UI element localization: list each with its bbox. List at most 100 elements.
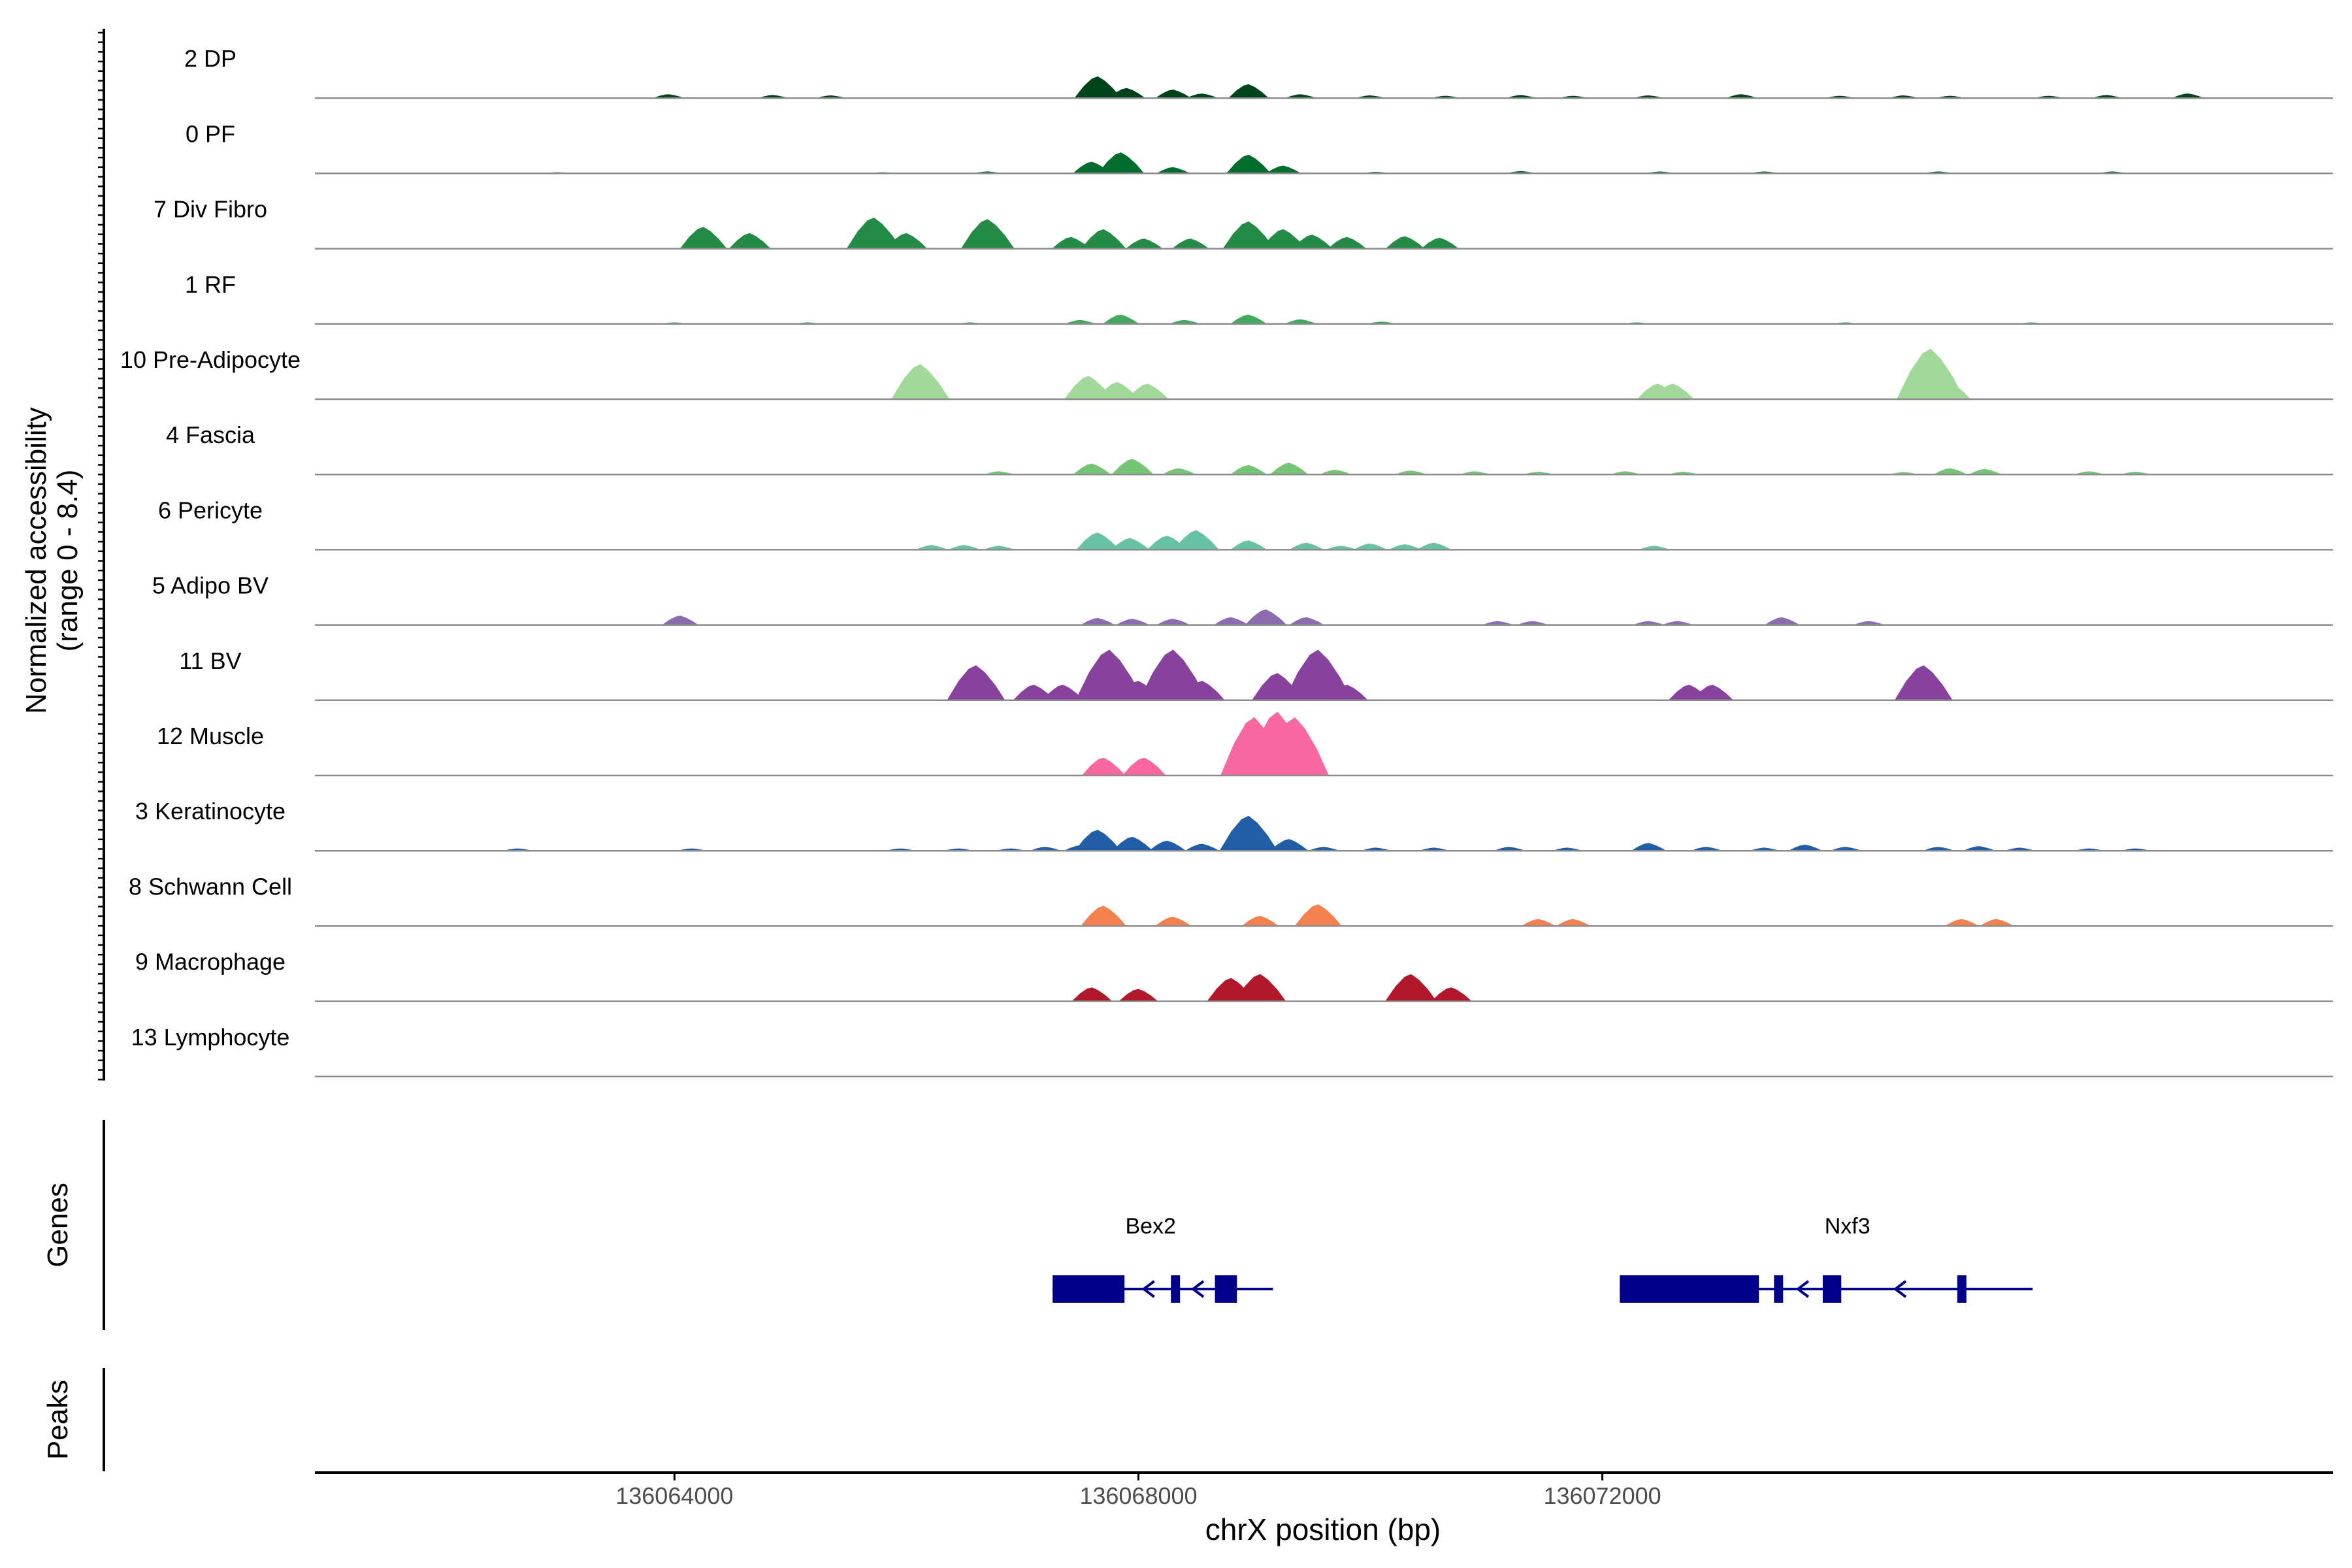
- coverage-peak: [1690, 847, 1723, 851]
- coverage-peak: [1076, 532, 1120, 550]
- track-4-fascia: 4 Fascia: [166, 421, 2333, 476]
- coverage-peak: [1098, 152, 1145, 174]
- coverage-peak: [1979, 919, 2014, 926]
- gene-nxf3: Nxf3: [1620, 1214, 2033, 1303]
- track-label: 12 Muscle: [157, 723, 264, 749]
- gene-bex2: Bex2: [1053, 1214, 1273, 1303]
- track-13-lymphocyte: 13 Lymphocyte: [131, 1024, 2333, 1078]
- coverage-peak: [1294, 904, 1342, 926]
- coverage-peak: [1156, 167, 1190, 174]
- gene-exon: [1822, 1275, 1842, 1303]
- gene-exon: [1215, 1275, 1237, 1303]
- track-6-pericyte: 6 Pericyte: [158, 497, 2333, 551]
- coverage-peak: [1139, 649, 1207, 700]
- coverage-peak: [1213, 617, 1249, 625]
- coverage-peak: [1395, 470, 1428, 475]
- coverage-peak: [1927, 382, 1971, 399]
- coverage-peak: [1052, 237, 1090, 249]
- track-label: 6 Pericyte: [158, 497, 263, 523]
- coverage-peak: [1963, 846, 1996, 851]
- gene-exon: [1774, 1275, 1784, 1303]
- coverage-peak: [1319, 470, 1352, 475]
- coverage-peak: [1556, 919, 1591, 926]
- coverage-peak: [1829, 847, 1862, 851]
- coverage-peak: [1944, 919, 1980, 926]
- coverage-peak: [1162, 468, 1196, 475]
- coverage-peak: [1691, 685, 1734, 700]
- accessibility-tracks: 2 DP 0 PF 7 Div Fibro 1 RF 10 Pre-Adipocyte 4…: [120, 45, 2333, 1078]
- x-tick-label: 136072000: [1543, 1482, 1661, 1509]
- coverage-peak: [1173, 530, 1219, 550]
- coverage-peak: [1080, 617, 1115, 625]
- coverage-peak: [1119, 988, 1158, 1002]
- coverage-peak: [1126, 384, 1169, 399]
- gene-label: Nxf3: [1825, 1214, 1870, 1239]
- coverage-peak: [1260, 229, 1306, 249]
- coverage-peak: [1155, 90, 1192, 99]
- coverage-peak: [1154, 917, 1192, 926]
- track-label: 3 Keratinocyte: [135, 798, 286, 825]
- coverage-peak: [1222, 221, 1275, 249]
- gene-exon: [1171, 1275, 1181, 1303]
- coverage-peak: [1075, 649, 1144, 700]
- coverage-peak: [1179, 681, 1225, 700]
- coverage-peak: [1328, 237, 1367, 249]
- coverage-peak: [1292, 235, 1333, 249]
- coverage-peak: [653, 94, 685, 99]
- coverage-peak: [1241, 915, 1279, 926]
- coverage-peak: [1108, 88, 1146, 99]
- track-11-bv: 11 BV: [179, 647, 2333, 702]
- coverage-peak: [885, 233, 928, 249]
- track-10-pre-adipocyte: 10 Pre-Adipocyte: [120, 346, 2333, 400]
- coverage-peak: [1308, 847, 1340, 851]
- coverage-peak: [1230, 540, 1267, 550]
- track-3-keratinocyte: 3 Keratinocyte: [135, 798, 2333, 852]
- coverage-peak: [1284, 319, 1317, 324]
- coverage-peak: [1064, 376, 1113, 399]
- gene-exon: [1053, 1275, 1125, 1303]
- x-tick-label: 136064000: [615, 1482, 733, 1509]
- x-tick-label: 136068000: [1079, 1482, 1197, 1509]
- coverage-peak: [1416, 542, 1452, 550]
- coverage-peak: [1853, 621, 1886, 625]
- coverage-peak: [1516, 621, 1549, 625]
- coverage-peak: [1245, 609, 1287, 625]
- strand-arrow: [1141, 1280, 1155, 1298]
- coverage-peak: [1169, 319, 1201, 324]
- coverage-peak: [1421, 237, 1459, 249]
- track-label: 13 Lymphocyte: [131, 1024, 290, 1051]
- gene-exon: [1957, 1275, 1967, 1303]
- coverage-peak: [1122, 757, 1166, 776]
- coverage-peak: [1266, 165, 1301, 174]
- peaks-panel-label: Peaks: [42, 1380, 74, 1460]
- track-label: 8 Schwann Cell: [129, 873, 292, 900]
- gene-exon: [1620, 1275, 1759, 1303]
- x-axis: 136064000 136068000 136072000: [315, 1471, 2333, 1509]
- track-label: 9 Macrophage: [135, 949, 286, 975]
- coverage-peak: [1081, 229, 1126, 249]
- coverage-peak: [1081, 906, 1127, 926]
- track-label: 10 Pre-Adipocyte: [120, 346, 301, 373]
- track-9-macrophage: 9 Macrophage: [135, 949, 2333, 1002]
- coverage-peak: [1111, 538, 1150, 550]
- track-label: 11 BV: [179, 647, 241, 674]
- coverage-peak: [1521, 919, 1556, 926]
- coverage-peak: [2172, 93, 2205, 99]
- coverage-peak: [1074, 830, 1121, 851]
- genes-panel-label: Genes: [42, 1183, 74, 1267]
- coverage-peak: [1894, 665, 1953, 700]
- coverage-peak: [1219, 815, 1278, 851]
- coverage-peak: [1269, 463, 1309, 475]
- coverage-peak: [1115, 619, 1150, 625]
- coverage-peak: [1639, 546, 1671, 550]
- coverage-peak: [1494, 847, 1526, 851]
- coverage-peak: [1171, 238, 1209, 249]
- coverage-peak: [1482, 621, 1514, 625]
- coverage-peak: [1230, 314, 1267, 324]
- coverage-peak: [915, 545, 949, 550]
- coverage-peak: [728, 233, 771, 249]
- strand-arrow: [1795, 1280, 1810, 1298]
- strand-arrow: [1893, 1280, 1907, 1298]
- track-7-div-fibro: 7 Div Fibro: [154, 196, 2333, 250]
- coverage-peak: [1968, 468, 2002, 475]
